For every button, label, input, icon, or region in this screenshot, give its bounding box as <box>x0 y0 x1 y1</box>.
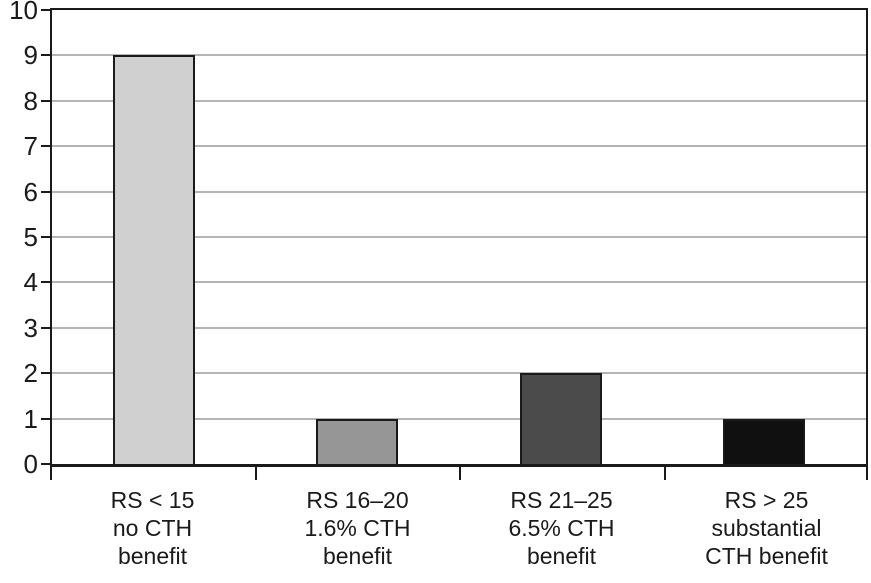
x-category-label: RS 16–20 1.6% CTH benefit <box>255 486 460 570</box>
x-tick <box>664 467 666 480</box>
y-tick <box>41 236 50 238</box>
gridline <box>52 191 866 193</box>
bar <box>520 373 602 464</box>
y-tick-label: 3 <box>23 313 38 343</box>
x-category-label-line: 6.5% CTH <box>508 515 615 541</box>
y-tick <box>41 281 50 283</box>
x-tick <box>255 467 257 480</box>
y-tick-label: 9 <box>23 40 38 70</box>
y-tick-label: 0 <box>23 449 38 479</box>
x-category-label-line: benefit <box>117 543 188 569</box>
x-category-label: RS 21–25 6.5% CTH benefit <box>459 486 664 570</box>
gridline <box>52 327 866 329</box>
y-tick-label: 8 <box>23 86 38 116</box>
x-category-label-line: no CTH <box>112 515 193 541</box>
y-tick <box>41 100 50 102</box>
y-tick <box>41 463 50 465</box>
gridline <box>52 281 866 283</box>
x-tick <box>459 467 461 480</box>
gridline <box>52 418 866 420</box>
x-category-label-line: CTH benefit <box>705 543 828 569</box>
y-tick-label: 1 <box>23 404 38 434</box>
gridline <box>52 372 866 374</box>
x-category-label-line: benefit <box>322 543 393 569</box>
x-category-label-line: RS 16–20 <box>306 487 409 513</box>
y-tick-label: 6 <box>23 177 38 207</box>
x-category-label-line: substantial <box>711 515 822 541</box>
gridline <box>52 54 866 56</box>
x-category-label-line: RS < 15 <box>110 487 195 513</box>
y-tick <box>41 372 50 374</box>
x-category-label-line: RS > 25 <box>724 487 809 513</box>
x-category-label-line: RS 21–25 <box>510 487 613 513</box>
y-tick <box>41 145 50 147</box>
plot-area <box>50 8 868 467</box>
bar <box>723 419 805 464</box>
gridline <box>52 100 866 102</box>
y-tick <box>41 54 50 56</box>
x-category-label: RS < 15 no CTH benefit <box>50 486 255 570</box>
y-tick <box>41 418 50 420</box>
y-tick-label: 4 <box>23 267 38 297</box>
y-tick <box>41 191 50 193</box>
y-tick-label: 7 <box>23 131 38 161</box>
bar <box>113 55 195 464</box>
gridline <box>52 145 866 147</box>
y-tick-label: 10 <box>9 0 38 25</box>
x-tick <box>50 467 52 480</box>
y-tick-label: 5 <box>23 222 38 252</box>
gridline <box>52 236 866 238</box>
y-tick <box>41 9 50 11</box>
x-tick <box>866 467 868 480</box>
bar <box>316 419 398 464</box>
x-category-label: RS > 25 substantial CTH benefit <box>664 486 869 570</box>
y-tick <box>41 327 50 329</box>
x-category-label-line: benefit <box>526 543 597 569</box>
x-category-label-line: 1.6% CTH <box>304 515 411 541</box>
y-tick-label: 2 <box>23 358 38 388</box>
